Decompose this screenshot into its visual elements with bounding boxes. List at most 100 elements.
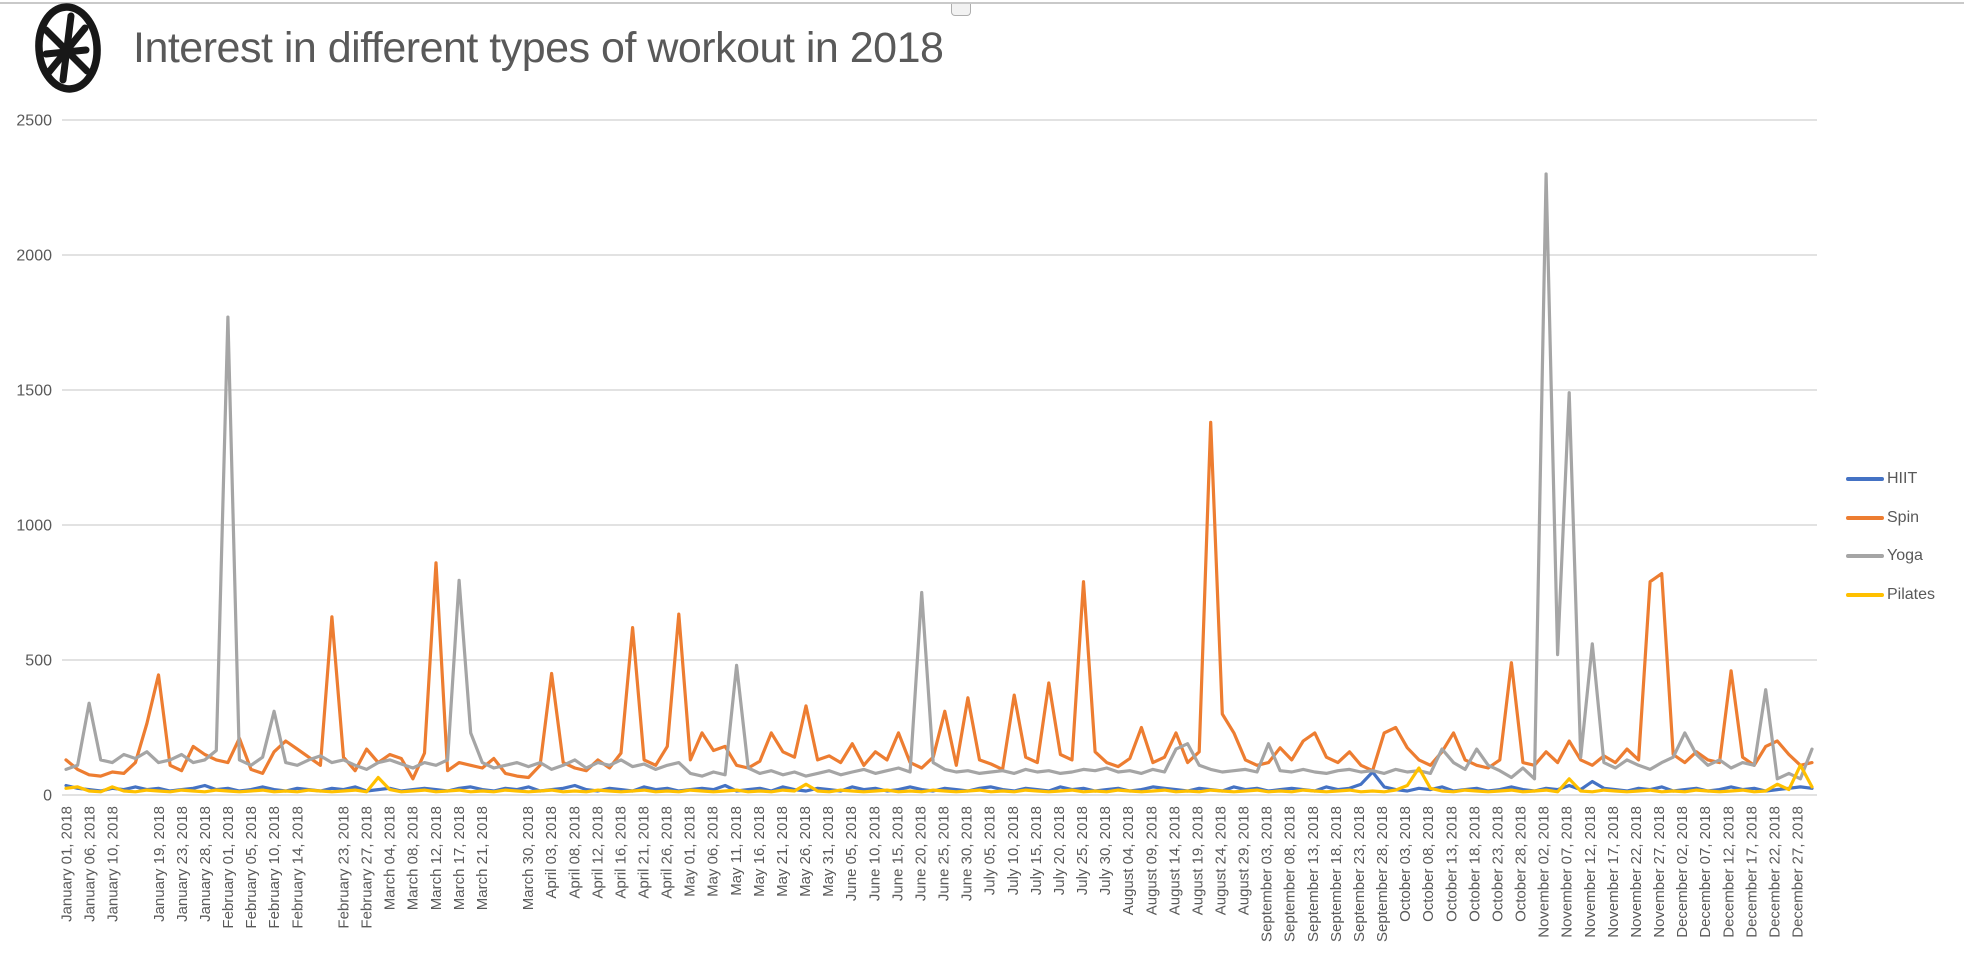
x-axis-tick-label: October 13, 2018 <box>1443 806 1460 922</box>
x-axis-tick-label: October 03, 2018 <box>1397 806 1414 922</box>
x-axis-tick-label: August 19, 2018 <box>1189 806 1206 915</box>
x-axis-tick-label: May 06, 2018 <box>705 806 722 897</box>
x-axis-tick-label: February 01, 2018 <box>220 806 237 929</box>
x-axis-tick-label: November 27, 2018 <box>1651 806 1668 938</box>
series-line-hiit <box>64 770 1814 793</box>
x-axis-tick-label: March 08, 2018 <box>405 806 422 910</box>
legend-item-yoga: Yoga <box>1846 537 1935 576</box>
x-axis-tick-label: September 13, 2018 <box>1305 806 1322 942</box>
x-axis-tick-label: January 19, 2018 <box>151 806 168 922</box>
x-axis-tick-label: June 05, 2018 <box>843 806 860 901</box>
x-axis-tick-label: October 08, 2018 <box>1420 806 1437 922</box>
legend-item-spin: Spin <box>1846 499 1935 538</box>
series-line-pilates <box>64 763 1814 794</box>
legend-line-swatch <box>1846 592 1884 597</box>
x-axis-tick-label: June 15, 2018 <box>889 806 906 901</box>
x-axis-tick-label: August 09, 2018 <box>1143 806 1160 915</box>
y-axis-tick-label: 2000 <box>16 248 52 265</box>
x-axis-tick-label: October 23, 2018 <box>1489 806 1506 922</box>
legend-item-pilates: Pilates <box>1846 576 1935 615</box>
x-axis-tick-label: August 04, 2018 <box>1120 806 1137 915</box>
x-axis-tick-label: September 18, 2018 <box>1328 806 1345 942</box>
x-axis-tick-label: August 24, 2018 <box>1213 806 1230 915</box>
x-axis-tick-label: December 02, 2018 <box>1674 806 1691 938</box>
x-axis-tick-label: April 08, 2018 <box>566 806 583 899</box>
x-axis-tick-label: January 28, 2018 <box>197 806 214 922</box>
legend-line-swatch <box>1846 477 1884 482</box>
x-axis-tick-label: July 30, 2018 <box>1097 806 1114 895</box>
x-axis-tick-label: January 01, 2018 <box>59 806 76 922</box>
legend-label: Spin <box>1887 508 1920 526</box>
x-axis-tick-label: November 22, 2018 <box>1628 806 1645 938</box>
x-axis-tick-label: March 30, 2018 <box>520 806 537 910</box>
x-axis-tick-label: April 26, 2018 <box>659 806 676 899</box>
x-axis-tick-label: February 27, 2018 <box>359 806 376 929</box>
x-axis-tick-label: July 20, 2018 <box>1051 806 1068 895</box>
x-axis-tick-label: May 16, 2018 <box>751 806 768 897</box>
x-axis-tick-label: April 03, 2018 <box>543 806 560 899</box>
x-axis-tick-label: November 17, 2018 <box>1605 806 1622 938</box>
y-axis-tick-label: 2500 <box>16 113 52 130</box>
x-axis-tick-label: December 07, 2018 <box>1697 806 1714 938</box>
x-axis-tick-label: October 28, 2018 <box>1513 806 1530 922</box>
x-axis-tick-label: July 05, 2018 <box>982 806 999 895</box>
y-axis-tick-label: 1000 <box>16 518 52 535</box>
x-axis-tick-label: April 21, 2018 <box>636 806 653 899</box>
page-title: Interest in different types of workout i… <box>133 24 944 72</box>
x-axis-tick-label: November 07, 2018 <box>1559 806 1576 938</box>
x-axis-tick-label: February 05, 2018 <box>243 806 260 929</box>
x-axis-tick-label: March 17, 2018 <box>451 806 468 910</box>
x-axis-tick-label: May 21, 2018 <box>774 806 791 897</box>
y-axis-tick-label: 500 <box>25 653 52 670</box>
x-axis-tick-label: March 12, 2018 <box>428 806 445 910</box>
x-axis-tick-label: April 16, 2018 <box>612 806 629 899</box>
x-axis-tick-label: June 10, 2018 <box>866 806 883 901</box>
legend-label: HIIT <box>1887 470 1918 488</box>
x-axis-tick-label: February 23, 2018 <box>335 806 352 929</box>
x-axis-tick-label: May 01, 2018 <box>682 806 699 897</box>
x-axis-tick-label: June 20, 2018 <box>912 806 929 901</box>
y-axis-tick-label: 1500 <box>16 383 52 400</box>
legend-label: Yoga <box>1887 547 1923 565</box>
x-axis-tick-label: January 23, 2018 <box>174 806 191 922</box>
x-axis-tick-label: December 27, 2018 <box>1790 806 1807 938</box>
window-top-border <box>0 2 1964 4</box>
x-axis-tick-label: July 25, 2018 <box>1074 806 1091 895</box>
x-axis-tick-label: April 12, 2018 <box>589 806 606 899</box>
x-axis-tick-label: August 29, 2018 <box>1236 806 1253 915</box>
x-axis-tick-label: September 28, 2018 <box>1374 806 1391 942</box>
x-axis-tick-label: October 18, 2018 <box>1466 806 1483 922</box>
x-axis-tick-label: September 23, 2018 <box>1351 806 1368 942</box>
x-axis-tick-label: December 12, 2018 <box>1720 806 1737 938</box>
x-axis-tick-label: November 02, 2018 <box>1536 806 1553 938</box>
x-axis-tick-label: March 21, 2018 <box>474 806 491 910</box>
x-axis-tick-label: May 31, 2018 <box>820 806 837 897</box>
legend-line-swatch <box>1846 554 1884 559</box>
y-axis-tick-label: 0 <box>43 788 52 805</box>
x-axis-tick-label: May 26, 2018 <box>797 806 814 897</box>
x-axis-tick-label: December 17, 2018 <box>1743 806 1760 938</box>
legend-line-swatch <box>1846 515 1884 520</box>
chart-legend: HIIT Spin Yoga Pilates <box>1846 460 1935 614</box>
x-axis-tick-label: January 10, 2018 <box>105 806 122 922</box>
x-axis-tick-label: September 08, 2018 <box>1282 806 1299 942</box>
legend-item-hiit: HIIT <box>1846 460 1935 499</box>
x-axis-tick-label: May 11, 2018 <box>728 806 745 896</box>
x-axis-tick-label: June 30, 2018 <box>959 806 976 901</box>
x-axis-tick-label: August 14, 2018 <box>1166 806 1183 915</box>
legend-label: Pilates <box>1887 585 1936 603</box>
x-axis-tick-label: March 04, 2018 <box>382 806 399 910</box>
x-axis-tick-label: February 14, 2018 <box>289 806 306 929</box>
x-axis-tick-label: July 10, 2018 <box>1005 806 1022 895</box>
x-axis-tick-label: December 22, 2018 <box>1766 806 1783 938</box>
x-axis-tick-label: September 03, 2018 <box>1259 806 1276 942</box>
x-axis-tick-label: June 25, 2018 <box>936 806 953 901</box>
x-axis-tick-label: November 12, 2018 <box>1582 806 1599 938</box>
series-line-yoga <box>64 172 1814 781</box>
x-axis-tick-label: July 15, 2018 <box>1028 806 1045 895</box>
window-top-tab <box>951 4 971 16</box>
scribble-asterisk-icon <box>35 3 101 93</box>
x-axis-tick-label: January 06, 2018 <box>82 806 99 922</box>
